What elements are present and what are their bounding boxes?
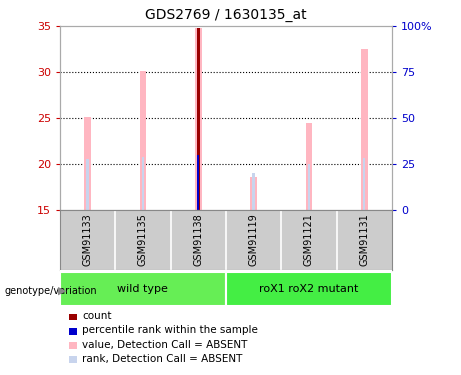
Bar [306, 123, 312, 210]
Text: GSM91133: GSM91133 [83, 214, 93, 266]
Bar [87, 159, 89, 210]
Text: ▶: ▶ [58, 286, 66, 296]
Bar [140, 71, 146, 210]
Bar [197, 155, 199, 210]
Text: wild type: wild type [118, 284, 168, 294]
Bar [361, 49, 367, 210]
Text: genotype/variation: genotype/variation [5, 286, 97, 296]
Text: GSM91135: GSM91135 [138, 213, 148, 266]
Text: rank, Detection Call = ABSENT: rank, Detection Call = ABSENT [82, 354, 242, 364]
Text: count: count [82, 311, 112, 321]
Bar [226, 272, 392, 306]
Bar [308, 164, 310, 210]
Text: GSM91138: GSM91138 [193, 214, 203, 266]
Bar [84, 117, 91, 210]
Bar [196, 28, 200, 210]
Bar [363, 158, 365, 210]
Text: value, Detection Call = ABSENT: value, Detection Call = ABSENT [82, 340, 248, 350]
Text: GSM91119: GSM91119 [248, 214, 259, 266]
Bar [60, 272, 226, 306]
Bar [253, 173, 254, 210]
Bar [250, 177, 257, 210]
Text: percentile rank within the sample: percentile rank within the sample [82, 326, 258, 335]
Bar [197, 155, 199, 210]
Text: roX1 roX2 mutant: roX1 roX2 mutant [259, 284, 359, 294]
Text: GSM91131: GSM91131 [359, 214, 369, 266]
Bar [195, 28, 201, 210]
Title: GDS2769 / 1630135_at: GDS2769 / 1630135_at [145, 9, 307, 22]
Bar [142, 157, 144, 210]
Text: GSM91121: GSM91121 [304, 213, 314, 266]
